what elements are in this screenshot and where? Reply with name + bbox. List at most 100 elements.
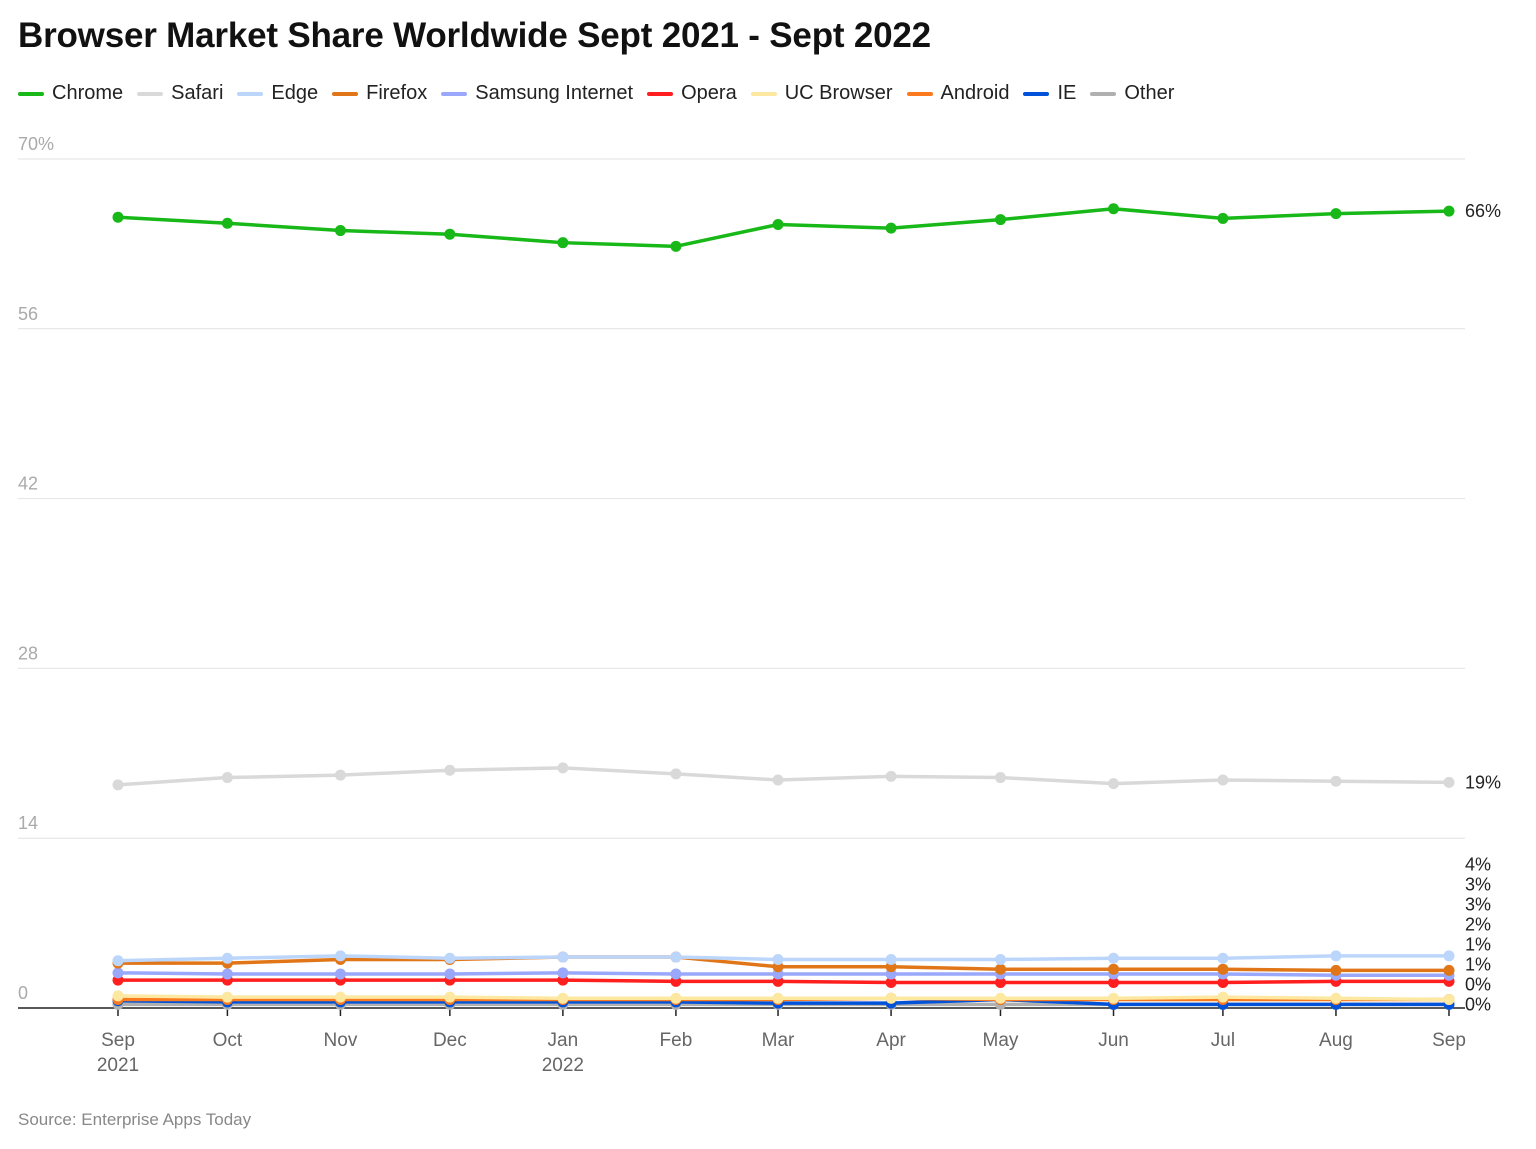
- data-point: [557, 237, 569, 249]
- data-point: [221, 991, 233, 1003]
- data-point: [670, 240, 682, 252]
- series-chrome: 66%: [112, 201, 1501, 252]
- legend-item: Android: [906, 82, 1010, 105]
- end-value-label: 3%: [1465, 894, 1491, 914]
- data-point: [334, 991, 346, 1003]
- data-point: [1108, 778, 1120, 790]
- data-point: [1217, 963, 1229, 975]
- data-point: [112, 955, 124, 967]
- series-uc-browser: 1%: [112, 934, 1491, 1006]
- data-point: [1443, 994, 1455, 1006]
- data-point: [557, 992, 569, 1004]
- legend-label: Android: [940, 82, 1010, 104]
- series-line: [117, 766, 1450, 787]
- legend-swatch: [237, 91, 264, 96]
- x-tick-label: Sep: [1432, 1030, 1466, 1051]
- data-point: [1217, 952, 1229, 964]
- data-point: [1443, 950, 1455, 962]
- data-point: [557, 762, 569, 774]
- legend-item: IE: [1023, 82, 1076, 105]
- data-point: [1330, 950, 1342, 962]
- data-point: [444, 952, 456, 964]
- legend-label: Edge: [271, 82, 319, 104]
- x-tick-label: Oct: [213, 1030, 243, 1051]
- end-value-label: 0%: [1465, 974, 1491, 994]
- legend-swatch: [750, 91, 777, 96]
- legend: Chrome Safari Edge Firefox Samsung Internet O…: [18, 82, 1188, 105]
- data-point: [444, 991, 456, 1003]
- data-point: [112, 779, 124, 791]
- data-point: [334, 950, 346, 962]
- x-tick-label: Feb: [660, 1030, 693, 1051]
- data-point: [1330, 992, 1342, 1004]
- data-point: [1217, 977, 1229, 989]
- series-opera: 2%: [112, 914, 1491, 989]
- data-point: [334, 225, 346, 237]
- legend-swatch: [906, 91, 933, 96]
- data-point: [1108, 952, 1120, 964]
- data-point: [1217, 212, 1229, 224]
- data-point: [670, 768, 682, 780]
- data-point: [772, 992, 784, 1004]
- data-point: [994, 992, 1006, 1004]
- end-value-label: 1%: [1465, 934, 1491, 954]
- end-value-label: 2%: [1465, 914, 1491, 934]
- data-point: [1108, 977, 1120, 989]
- x-tick-label: Dec: [433, 1030, 467, 1051]
- end-value-label: 4%: [1465, 854, 1491, 874]
- legend-label: Samsung Internet: [475, 82, 634, 104]
- y-tick-label: 14: [18, 813, 38, 833]
- legend-item: Chrome: [18, 82, 123, 105]
- data-point: [670, 992, 682, 1004]
- x-tick-label: Jul: [1211, 1030, 1235, 1051]
- data-point: [221, 772, 233, 784]
- data-point: [112, 211, 124, 223]
- x-tick-label: Mar: [762, 1030, 795, 1051]
- legend-item: Firefox: [332, 82, 427, 105]
- data-point: [334, 968, 346, 980]
- data-point: [772, 218, 784, 230]
- end-value-label: 1%: [1465, 954, 1491, 974]
- data-point: [885, 222, 897, 234]
- data-point: [1330, 964, 1342, 976]
- legend-label: Other: [1124, 82, 1175, 104]
- legend-swatch: [332, 91, 359, 96]
- series-safari: 19%: [112, 762, 1501, 792]
- legend-swatch: [137, 91, 164, 96]
- data-point: [557, 967, 569, 979]
- legend-label: Firefox: [366, 82, 428, 104]
- data-point: [334, 769, 346, 781]
- x-tick-year-label: 2021: [97, 1055, 139, 1076]
- data-point: [1217, 774, 1229, 786]
- legend-item: UC Browser: [750, 82, 893, 105]
- data-point: [994, 214, 1006, 226]
- legend-swatch: [441, 91, 468, 96]
- x-tick-label: Jan: [548, 1030, 579, 1051]
- data-point: [221, 217, 233, 229]
- end-value-label: 19%: [1465, 772, 1501, 792]
- legend-item: Samsung Internet: [441, 82, 633, 105]
- data-point: [444, 968, 456, 980]
- data-point: [1443, 964, 1455, 976]
- data-point: [1330, 775, 1342, 787]
- data-point: [1108, 203, 1120, 215]
- y-tick-label: 0: [18, 983, 28, 1003]
- data-point: [994, 772, 1006, 784]
- y-tick-label: 42: [18, 474, 38, 494]
- data-point: [885, 770, 897, 782]
- data-point: [1217, 991, 1229, 1003]
- series-line: [117, 206, 1450, 249]
- legend-label: IE: [1057, 82, 1077, 104]
- legend-label: UC Browser: [784, 82, 893, 104]
- legend-swatch: [18, 91, 44, 96]
- data-point: [112, 990, 124, 1002]
- end-value-label: 3%: [1465, 874, 1491, 894]
- data-point: [1443, 776, 1455, 788]
- chart-title: Browser Market Share Worldwide Sept 2021…: [18, 16, 931, 55]
- data-point: [885, 953, 897, 965]
- data-point: [444, 764, 456, 776]
- data-point: [1443, 205, 1455, 217]
- x-tick-label: May: [983, 1030, 1019, 1051]
- data-point: [772, 953, 784, 965]
